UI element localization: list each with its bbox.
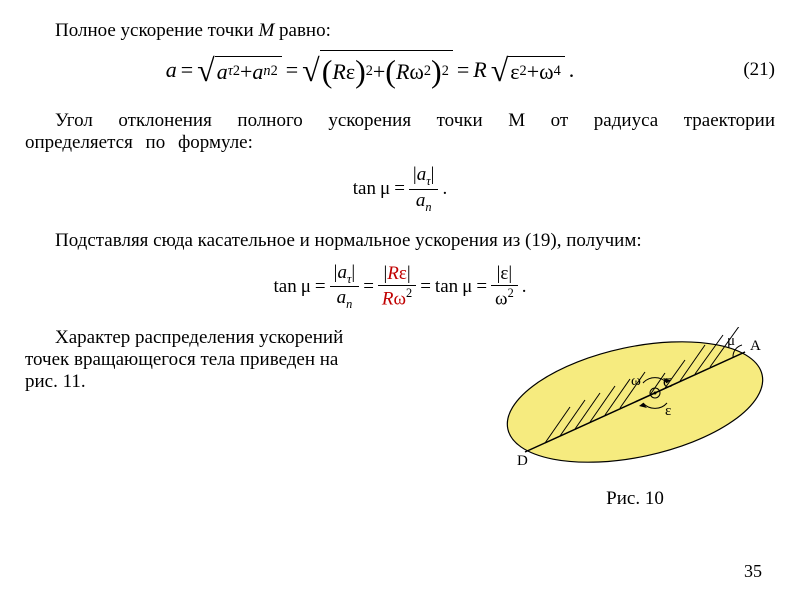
intro-line: Полное ускорение точки М равно: [25, 20, 775, 42]
figure-area: A C D μ ω ε Рис. 10 [495, 327, 775, 510]
figure-caption: Рис. 10 [495, 488, 775, 510]
omr1: ω [394, 289, 407, 310]
p3l3: рис. 11. [25, 371, 475, 393]
tan2: tan [274, 276, 297, 298]
eq-atau: a [217, 59, 228, 85]
eq-dot1: . [569, 57, 575, 83]
equation-tan-1: tanμ = |aτ| an . [25, 164, 775, 215]
fig-label-mu: μ [727, 333, 735, 349]
p3l2: точек вращающегося тела приведен на [25, 349, 475, 371]
fig-label-C: C [663, 376, 672, 391]
fig-label-omega: ω [631, 373, 641, 389]
eq-an: a [252, 59, 263, 85]
equation-tan-2: tanμ = |aτ| an = |Rε| Rω2 = tanμ = |ε| ω… [25, 262, 775, 313]
sqrt-3: √ ε2 + ω4 [491, 52, 565, 89]
eq-plus2: + [373, 59, 385, 85]
sqrt-1: √ aτ2 + an2 [197, 52, 282, 89]
equation-21-row: a = √ aτ2 + an2 = √ (Rε)2 + (Rω2)2 [25, 50, 775, 90]
eq-R3: R [473, 57, 486, 83]
tan1: tan [353, 178, 376, 200]
eq-eq2: = [286, 57, 298, 83]
s2a: 2 [406, 286, 412, 300]
figure-svg: A C D μ ω ε [495, 327, 775, 477]
page-number: 35 [744, 561, 762, 582]
p2: | [431, 164, 435, 185]
paragraph-2: Подставляя сюда касательное и нормальное… [25, 230, 775, 252]
s2b: 2 [508, 286, 514, 300]
intro-pre: Полное ускорение точки [55, 20, 258, 41]
intro-M: М [258, 20, 274, 41]
equation-21-number: (21) [715, 59, 775, 81]
fig-label-eps: ε [665, 403, 671, 419]
an1: a [416, 190, 426, 211]
Rr1: R [387, 263, 399, 284]
intro-post: равно: [274, 20, 331, 41]
mu3: μ [462, 276, 472, 298]
at2: a [337, 262, 347, 283]
p3l1: Характер распределения ускорений [25, 327, 475, 349]
eq-sq3: 2 [366, 63, 373, 80]
eq-R1: R [332, 59, 345, 85]
eq-plus3: + [527, 59, 539, 85]
epsr1: ε [399, 263, 407, 284]
eqt1: = [394, 178, 405, 200]
fig-label-A: A [750, 338, 761, 354]
mu1: μ [380, 178, 390, 200]
eqt4: = [420, 276, 431, 298]
eq-sq1: 2 [233, 63, 240, 80]
dot2: . [442, 178, 447, 200]
eq-eq1: = [181, 57, 193, 83]
eq-om1: ω [409, 59, 423, 85]
paragraph-1: Угол отклонения полного ускорения точки … [25, 110, 775, 154]
sqrt-2: √ (Rε)2 + (Rω2)2 [302, 50, 453, 90]
eq-sq4: 2 [424, 63, 431, 80]
bottom-section: Характер распределения ускорений точек в… [25, 327, 775, 510]
eq-R2: R [396, 59, 409, 85]
p4: | [351, 262, 355, 283]
eq-sq6: 2 [520, 63, 527, 80]
at1: a [417, 164, 427, 185]
ns2: n [346, 297, 352, 311]
tan3: tan [435, 276, 458, 298]
eq-om2: ω [539, 59, 553, 85]
om2: ω [495, 289, 508, 310]
eqt3: = [363, 276, 374, 298]
eq-eps2: ε [510, 59, 519, 85]
eq-a: a [166, 57, 177, 83]
fig-label-D: D [517, 453, 528, 469]
eq-eps1: ε [346, 59, 355, 85]
ns1: n [425, 200, 431, 214]
Rr2: R [382, 289, 394, 310]
eqt5: = [476, 276, 487, 298]
dot3: . [522, 276, 527, 298]
eq-n-sub: n [263, 63, 270, 79]
eq-sq5: 2 [442, 63, 449, 80]
mu2: μ [301, 276, 311, 298]
eq-eq3: = [457, 57, 469, 83]
p8: | [508, 263, 512, 284]
an2: a [337, 287, 347, 308]
eq-sq2: 2 [271, 63, 278, 80]
p6: | [407, 263, 411, 284]
equation-21: a = √ aτ2 + an2 = √ (Rε)2 + (Rω2)2 [25, 50, 715, 90]
eqt2: = [315, 276, 326, 298]
paragraph-3: Характер распределения ускорений точек в… [25, 327, 495, 510]
eq-sq7: 4 [554, 63, 561, 80]
eq-plus1: + [240, 59, 252, 85]
